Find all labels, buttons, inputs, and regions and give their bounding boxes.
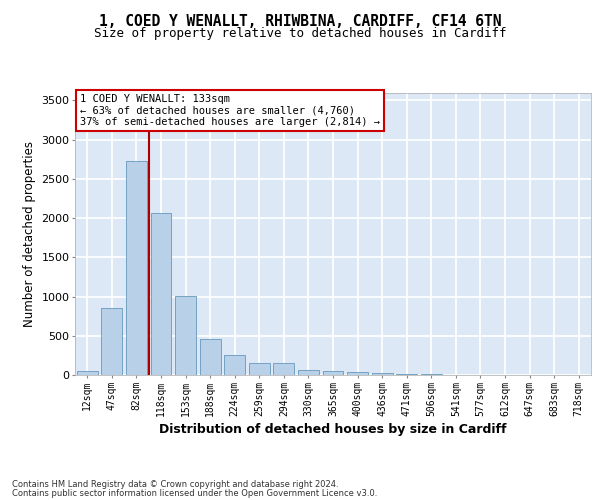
Bar [323,370,343,375]
Bar [151,212,172,375]
Bar [421,374,442,375]
Text: Size of property relative to detached houses in Cardiff: Size of property relative to detached ho… [94,28,506,40]
Bar [274,363,295,375]
Bar [101,308,122,375]
Bar [126,161,147,375]
Text: Contains HM Land Registry data © Crown copyright and database right 2024.: Contains HM Land Registry data © Crown c… [12,480,338,489]
Bar [224,356,245,375]
Text: 1 COED Y WENALLT: 133sqm
← 63% of detached houses are smaller (4,760)
37% of sem: 1 COED Y WENALLT: 133sqm ← 63% of detach… [80,94,380,127]
Text: Contains public sector information licensed under the Open Government Licence v3: Contains public sector information licen… [12,488,377,498]
Bar [200,339,221,375]
X-axis label: Distribution of detached houses by size in Cardiff: Distribution of detached houses by size … [159,423,507,436]
Bar [371,374,392,375]
Bar [396,374,417,375]
Bar [347,372,368,375]
Text: 1, COED Y WENALLT, RHIWBINA, CARDIFF, CF14 6TN: 1, COED Y WENALLT, RHIWBINA, CARDIFF, CF… [99,14,501,29]
Bar [249,363,270,375]
Bar [298,370,319,375]
Bar [175,296,196,375]
Bar [77,370,98,375]
Y-axis label: Number of detached properties: Number of detached properties [23,141,36,327]
